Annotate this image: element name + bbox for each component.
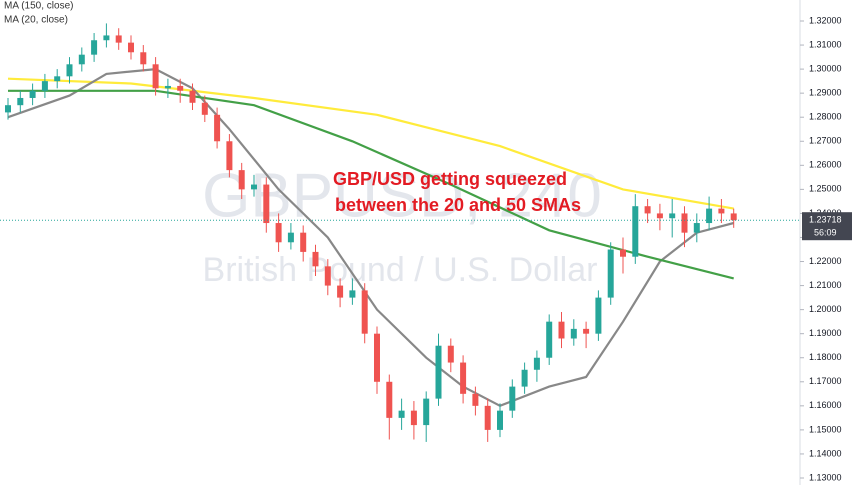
candle-body bbox=[152, 64, 159, 89]
candle-body bbox=[644, 206, 651, 214]
candle-body bbox=[238, 170, 245, 190]
candle-body bbox=[509, 386, 516, 411]
candle-body bbox=[103, 35, 110, 41]
candle-body bbox=[300, 232, 307, 252]
plot bbox=[5, 23, 737, 442]
candle-body bbox=[275, 223, 282, 243]
candle-body bbox=[607, 249, 614, 298]
candle-body bbox=[349, 290, 356, 298]
candle-body bbox=[632, 206, 639, 257]
candle-body bbox=[324, 266, 331, 286]
legend-entry: MA (20, close) bbox=[4, 15, 68, 26]
candle-body bbox=[312, 251, 319, 267]
y-tick-label: 1.16000 bbox=[809, 400, 842, 410]
legend-entry: MA (150, close) bbox=[4, 1, 73, 12]
candle-body bbox=[423, 398, 430, 426]
candle-body bbox=[337, 285, 344, 298]
candle-body bbox=[521, 369, 528, 387]
candle-body bbox=[177, 85, 184, 91]
y-tick-label: 1.28000 bbox=[809, 112, 842, 122]
candle-body bbox=[17, 97, 24, 106]
candle-body bbox=[570, 328, 577, 339]
countdown: 56:09 bbox=[814, 228, 837, 238]
annotation: between the 20 and 50 SMAs bbox=[335, 195, 581, 215]
annotation: GBP/USD getting squeezed bbox=[333, 169, 567, 189]
candle-body bbox=[681, 213, 688, 233]
candle-body bbox=[128, 42, 134, 53]
y-tick-label: 1.15000 bbox=[809, 424, 842, 434]
candle-body bbox=[620, 249, 626, 257]
y-tick-label: 1.30000 bbox=[809, 63, 842, 73]
y-tick-label: 1.32000 bbox=[809, 15, 842, 25]
candle-body bbox=[558, 321, 565, 339]
candle-body bbox=[410, 410, 417, 426]
y-tick-label: 1.20000 bbox=[809, 304, 842, 314]
candle-body bbox=[287, 232, 294, 243]
candle-body bbox=[164, 85, 171, 89]
y-tick-label: 1.25000 bbox=[809, 184, 842, 194]
candle-body bbox=[533, 357, 540, 370]
candle-body bbox=[91, 40, 98, 55]
candle-body bbox=[435, 345, 442, 399]
candle-body bbox=[361, 290, 368, 334]
candle-body bbox=[447, 345, 454, 363]
y-tick-label: 1.26000 bbox=[809, 160, 842, 170]
y-tick-label: 1.13000 bbox=[809, 472, 842, 482]
y-tick-label: 1.18000 bbox=[809, 352, 842, 362]
moving-average bbox=[8, 89, 734, 280]
candle-body bbox=[214, 114, 221, 142]
candle-body bbox=[226, 141, 233, 171]
y-tick-label: 1.17000 bbox=[809, 376, 842, 386]
candle-body bbox=[29, 90, 36, 98]
watermark-subtitle: British Pound / U.S. Dollar bbox=[203, 251, 598, 289]
candle-body bbox=[484, 405, 491, 430]
moving-average bbox=[7, 77, 734, 210]
y-tick-label: 1.19000 bbox=[809, 328, 842, 338]
candle-body bbox=[546, 321, 553, 358]
candle-body bbox=[656, 213, 663, 219]
candle-body bbox=[201, 102, 208, 115]
candle-body bbox=[497, 410, 503, 430]
y-tick-label: 1.14000 bbox=[809, 448, 842, 458]
candle-body bbox=[460, 362, 467, 394]
candle-body bbox=[78, 54, 85, 65]
candle-body bbox=[5, 105, 11, 113]
candle-body bbox=[718, 208, 725, 214]
candle-body bbox=[374, 333, 380, 382]
candle-body bbox=[140, 52, 147, 65]
y-tick-label: 1.22000 bbox=[809, 256, 842, 266]
candle-body bbox=[386, 381, 393, 418]
candle-body bbox=[706, 208, 713, 224]
y-tick-label: 1.27000 bbox=[809, 136, 842, 146]
candle-body bbox=[693, 223, 700, 233]
candle-body bbox=[472, 393, 479, 406]
candle-body bbox=[583, 328, 590, 334]
candle-body bbox=[669, 213, 676, 219]
last-price-label: 1.23718 bbox=[809, 215, 842, 225]
candle-body bbox=[54, 76, 61, 82]
y-tick-label: 1.21000 bbox=[809, 280, 842, 290]
y-tick-label: 1.29000 bbox=[809, 88, 842, 98]
candle-body bbox=[41, 81, 48, 91]
candle-body bbox=[595, 297, 602, 334]
moving-average bbox=[7, 67, 734, 408]
candle-body bbox=[398, 410, 405, 418]
candle-body bbox=[263, 184, 270, 224]
candle-body bbox=[251, 184, 257, 190]
candle-body bbox=[730, 213, 737, 221]
y-tick-label: 1.31000 bbox=[809, 39, 842, 49]
price-label-bg bbox=[802, 212, 852, 241]
candle-body bbox=[66, 64, 73, 77]
candle-body bbox=[115, 35, 122, 43]
candle-body bbox=[189, 90, 196, 103]
